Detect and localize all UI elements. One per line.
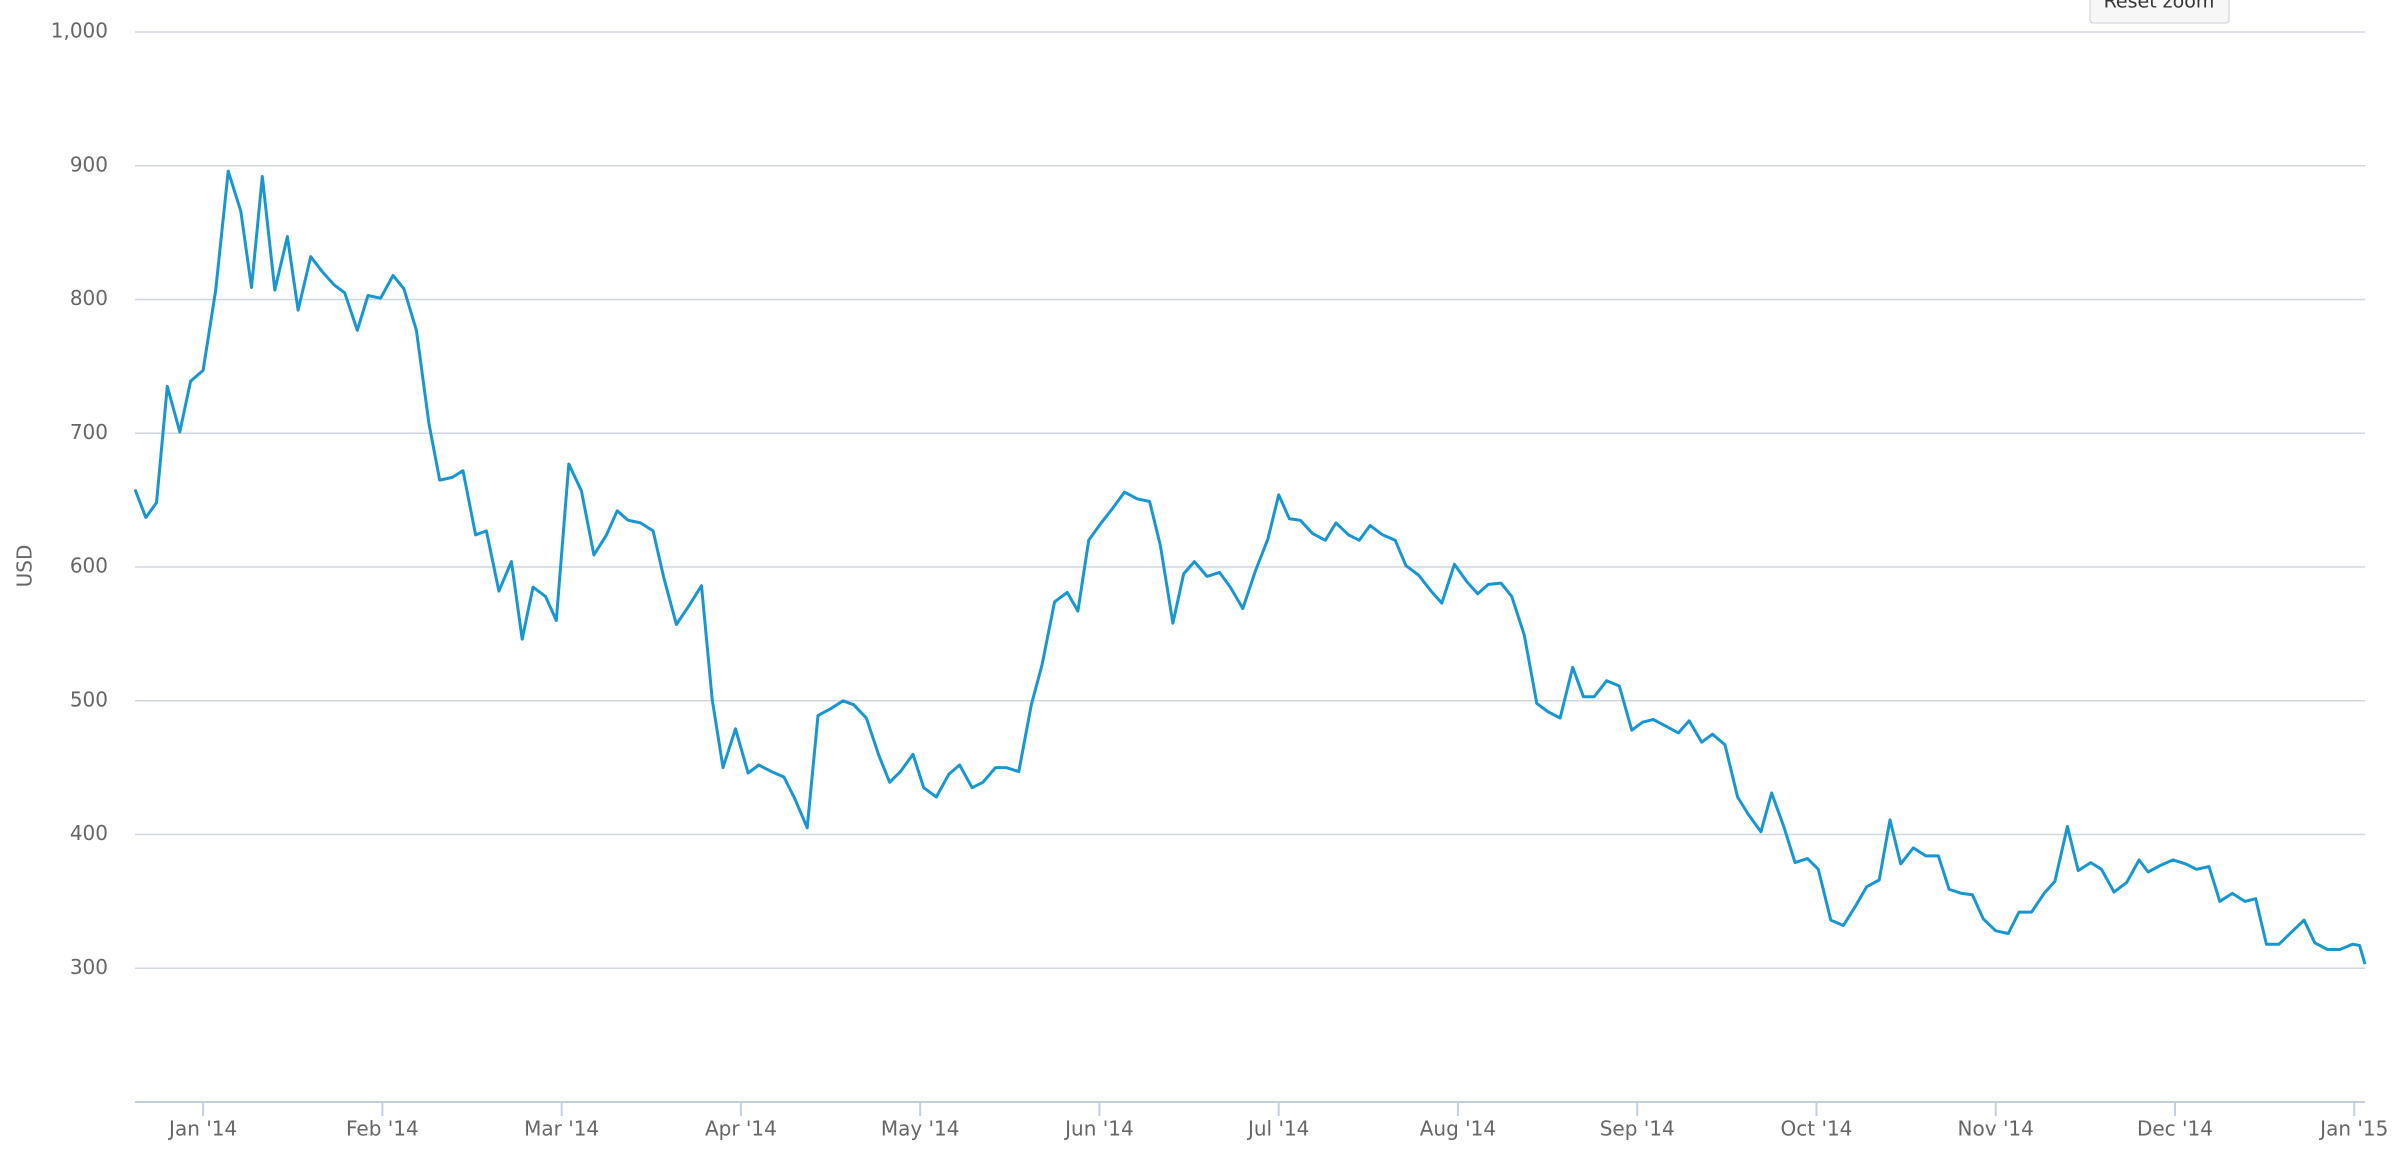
x-tick-label: Jan '15 <box>2318 1117 2388 1141</box>
price-line <box>133 169 2367 965</box>
y-tick-label: 900 <box>70 152 108 176</box>
y-axis-label: USD <box>13 545 37 588</box>
y-tick-label: 400 <box>70 821 108 845</box>
y-tick-label: 700 <box>70 420 108 444</box>
x-tick-label: Feb '14 <box>346 1117 419 1141</box>
x-tick-label: Jul '14 <box>1246 1117 1309 1141</box>
x-tick-label: Apr '14 <box>705 1117 777 1141</box>
y-tick-label: 500 <box>70 687 108 711</box>
x-tick-label: Aug '14 <box>1420 1117 1496 1141</box>
y-tick-label: 600 <box>70 554 108 578</box>
x-tick-label: Jan '14 <box>167 1117 237 1141</box>
x-tick-label: May '14 <box>881 1117 960 1141</box>
x-tick-label: Nov '14 <box>1958 1117 2034 1141</box>
reset-zoom-button[interactable]: Reset zoom <box>2089 0 2230 24</box>
y-tick-label: 300 <box>70 955 108 979</box>
x-tick-label: Jun '14 <box>1063 1117 1134 1141</box>
x-tick-label: Mar '14 <box>524 1117 599 1141</box>
y-tick-label: 800 <box>70 286 108 310</box>
x-tick-label: Sep '14 <box>1600 1117 1675 1141</box>
button-label[interactable]: Reset zoom <box>2104 0 2215 13</box>
y-tick-label: 1,000 <box>51 19 108 43</box>
button-frame[interactable] <box>2089 0 2230 24</box>
x-tick-label: Dec '14 <box>2137 1117 2213 1141</box>
x-tick-label: Oct '14 <box>1781 1117 1853 1141</box>
